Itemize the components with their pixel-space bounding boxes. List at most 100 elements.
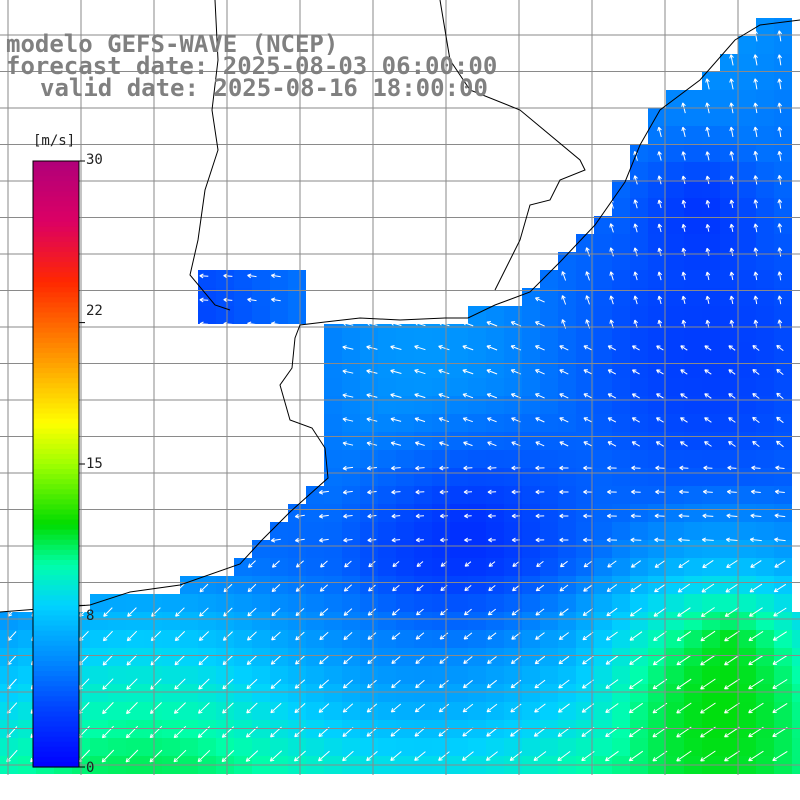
wind-speed-cell — [702, 594, 720, 612]
wind-speed-cell — [486, 684, 504, 702]
wind-arrow — [705, 247, 711, 256]
wind-speed-cell — [522, 468, 540, 486]
colorbar-segment — [33, 686, 79, 692]
colorbar-segment — [33, 655, 79, 662]
wind-arrow — [633, 295, 638, 305]
wind-arrow — [630, 513, 641, 519]
wind-speed-cell — [630, 288, 648, 306]
wind-speed-cell — [756, 198, 774, 216]
wind-arrow — [390, 727, 402, 737]
wind-speed-cell — [378, 594, 396, 612]
wind-arrow — [318, 750, 330, 762]
wind-speed-cell — [252, 630, 270, 648]
wind-speed-cell — [756, 126, 774, 144]
wind-speed-cell — [288, 594, 306, 612]
wind-speed-cell — [792, 738, 800, 756]
wind-speed-cell — [612, 360, 630, 378]
wind-arrow — [222, 678, 234, 690]
wind-arrow — [704, 441, 712, 447]
wind-arrow — [657, 175, 662, 185]
wind-arrow — [752, 369, 760, 375]
wind-speed-cell — [396, 684, 414, 702]
colorbar-segment — [33, 393, 79, 399]
wind-speed-cell — [0, 612, 18, 630]
wind-arrow — [677, 607, 691, 617]
wind-arrow — [439, 441, 449, 446]
wind-speed-cell — [666, 432, 684, 450]
wind-speed-cell — [234, 288, 252, 306]
wind-arrow — [533, 751, 547, 761]
wind-arrow — [681, 199, 687, 208]
wind-speed-cell — [324, 576, 342, 594]
wind-arrow — [777, 175, 783, 185]
wind-arrow — [729, 271, 735, 281]
wind-arrow — [773, 583, 787, 593]
wind-arrow — [728, 393, 736, 399]
wind-arrow — [777, 150, 783, 161]
wind-speed-cell — [576, 252, 594, 270]
wind-arrow — [414, 321, 426, 327]
wind-speed-cell — [342, 378, 360, 396]
wind-speed-cell — [504, 378, 522, 396]
wind-arrow — [245, 750, 259, 762]
colorbar-tick-label: 15 — [86, 456, 103, 472]
wind-arrow — [197, 749, 211, 763]
wind-speed-cell — [540, 396, 558, 414]
wind-speed-cell — [234, 630, 252, 648]
wind-arrow — [391, 679, 401, 689]
wind-speed-cell — [234, 576, 252, 594]
wind-speed-cell — [234, 270, 252, 288]
wind-speed-cell — [342, 684, 360, 702]
wind-speed-cell — [360, 450, 378, 468]
wind-speed-cell — [576, 594, 594, 612]
wind-arrow — [126, 630, 138, 642]
wind-arrow — [679, 441, 688, 447]
wind-arrow — [439, 465, 449, 471]
wind-speed-cell — [414, 432, 432, 450]
wind-speed-cell — [684, 180, 702, 198]
wind-arrow — [390, 369, 402, 374]
wind-speed-cell — [342, 666, 360, 684]
wind-speed-cell — [432, 486, 450, 504]
wind-speed-cell — [504, 324, 522, 342]
wind-speed-cell — [540, 648, 558, 666]
wind-speed-cell — [612, 432, 630, 450]
wind-speed-cell — [396, 450, 414, 468]
wind-speed-cell — [630, 666, 648, 684]
wind-speed-cell — [738, 468, 756, 486]
wind-speed-cell — [450, 360, 468, 378]
wind-arrow — [777, 295, 783, 305]
wind-speed-cell — [666, 450, 684, 468]
wind-arrow — [753, 271, 759, 281]
wind-speed-cell — [684, 90, 702, 108]
colorbar-unit: [m/s] — [33, 133, 76, 149]
wind-arrow — [391, 608, 400, 616]
wind-speed-cell — [306, 576, 324, 594]
wind-arrow — [633, 223, 638, 233]
wind-arrow — [676, 630, 692, 642]
wind-speed-cell — [216, 576, 234, 594]
wind-speed-cell — [720, 54, 738, 72]
wind-speed-cell — [108, 612, 126, 630]
wind-arrow — [198, 654, 210, 666]
wind-speed-cell — [774, 360, 792, 378]
wind-speed-cell — [396, 612, 414, 630]
wind-speed-cell — [522, 414, 540, 432]
wind-arrow — [462, 751, 474, 761]
wind-speed-cell — [522, 648, 540, 666]
wind-arrow — [512, 561, 520, 567]
colorbar-segment — [33, 524, 79, 531]
wind-arrow — [439, 680, 449, 689]
wind-arrow — [270, 702, 282, 714]
wind-arrow — [750, 489, 761, 495]
colorbar-segment — [33, 307, 79, 314]
wind-arrow — [222, 702, 234, 714]
wind-arrow — [705, 151, 710, 161]
wind-speed-cell — [180, 612, 198, 630]
wind-speed-cell — [216, 270, 234, 288]
wind-speed-cell — [414, 594, 432, 612]
wind-arrow — [725, 583, 739, 593]
wind-speed-cell — [270, 270, 288, 288]
wind-speed-cell — [774, 738, 792, 756]
wind-speed-cell — [378, 666, 396, 684]
